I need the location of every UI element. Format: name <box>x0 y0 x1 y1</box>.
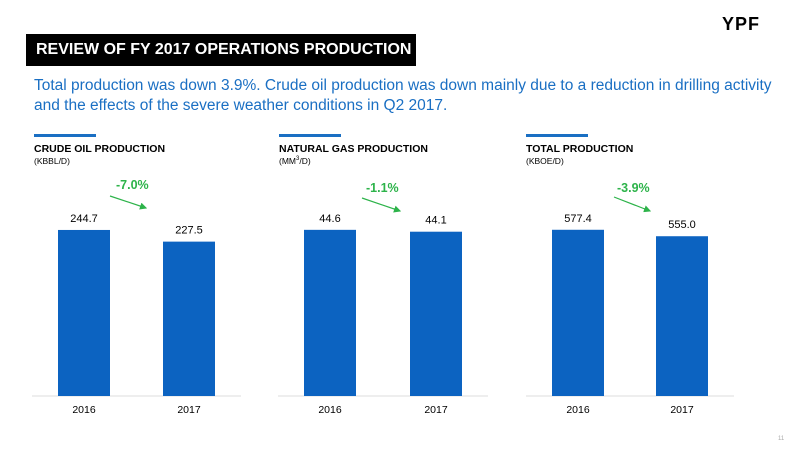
crude-oil-decline-arrow-icon <box>109 195 148 210</box>
page-number: 11 <box>778 436 785 442</box>
crude-oil-tick-label-2016: 2016 <box>72 404 96 416</box>
total-production-tick-label-2017: 2017 <box>670 404 694 416</box>
total-production-tick-label-2016: 2016 <box>566 404 590 416</box>
natural-gas-tick-label-2017: 2017 <box>424 404 448 416</box>
total-production-value-label-2017: 555.0 <box>668 219 696 231</box>
natural-gas-accent-rule <box>279 134 341 137</box>
slide-subtitle: Total production was down 3.9%. Crude oi… <box>34 77 772 114</box>
natural-gas-chart-title: NATURAL GAS PRODUCTION <box>279 143 428 155</box>
crude-oil-bar-2017 <box>163 241 215 396</box>
crude-oil-accent-rule <box>34 134 96 137</box>
crude-oil-value-label-2016: 244.7 <box>70 213 98 225</box>
ypf-logo: YPF <box>722 14 761 34</box>
total-production-change-label: -3.9% <box>617 181 650 195</box>
natural-gas-unit-main: (MM <box>279 156 296 166</box>
total-production-decline-arrow-icon <box>613 196 652 213</box>
total-production-accent-rule <box>526 134 588 137</box>
crude-oil-change-label: -7.0% <box>116 178 149 192</box>
natural-gas-change-label: -1.1% <box>366 181 399 195</box>
natural-gas-unit-sup: 3 <box>296 156 300 163</box>
natural-gas-unit-tail: /D) <box>299 156 311 166</box>
total-production-bar-2017 <box>656 236 708 396</box>
slide-title: REVIEW OF FY 2017 OPERATIONS PRODUCTION <box>26 34 416 66</box>
total-production-bar-2016 <box>552 229 604 396</box>
total-production-chart-title: TOTAL PRODUCTION <box>526 143 634 155</box>
total-production-value-label-2016: 577.4 <box>564 213 592 225</box>
natural-gas-value-label-2017: 44.1 <box>425 215 446 227</box>
total-production-unit-label: (KBOE/D) <box>526 156 564 166</box>
natural-gas-value-label-2016: 44.6 <box>319 213 340 225</box>
crude-oil-chart-title: CRUDE OIL PRODUCTION <box>34 143 166 155</box>
natural-gas-decline-arrow-icon <box>361 197 402 213</box>
natural-gas-unit-label: (MM3/D) <box>279 156 311 166</box>
crude-oil-bar-2016 <box>58 229 110 396</box>
crude-oil-unit-label: (KBBL/D) <box>34 156 70 166</box>
natural-gas-tick-label-2016: 2016 <box>318 404 342 416</box>
crude-oil-tick-label-2017: 2017 <box>177 404 201 416</box>
crude-oil-value-label-2017: 227.5 <box>175 225 203 237</box>
natural-gas-bar-2017 <box>410 231 462 396</box>
natural-gas-bar-2016 <box>304 229 356 396</box>
